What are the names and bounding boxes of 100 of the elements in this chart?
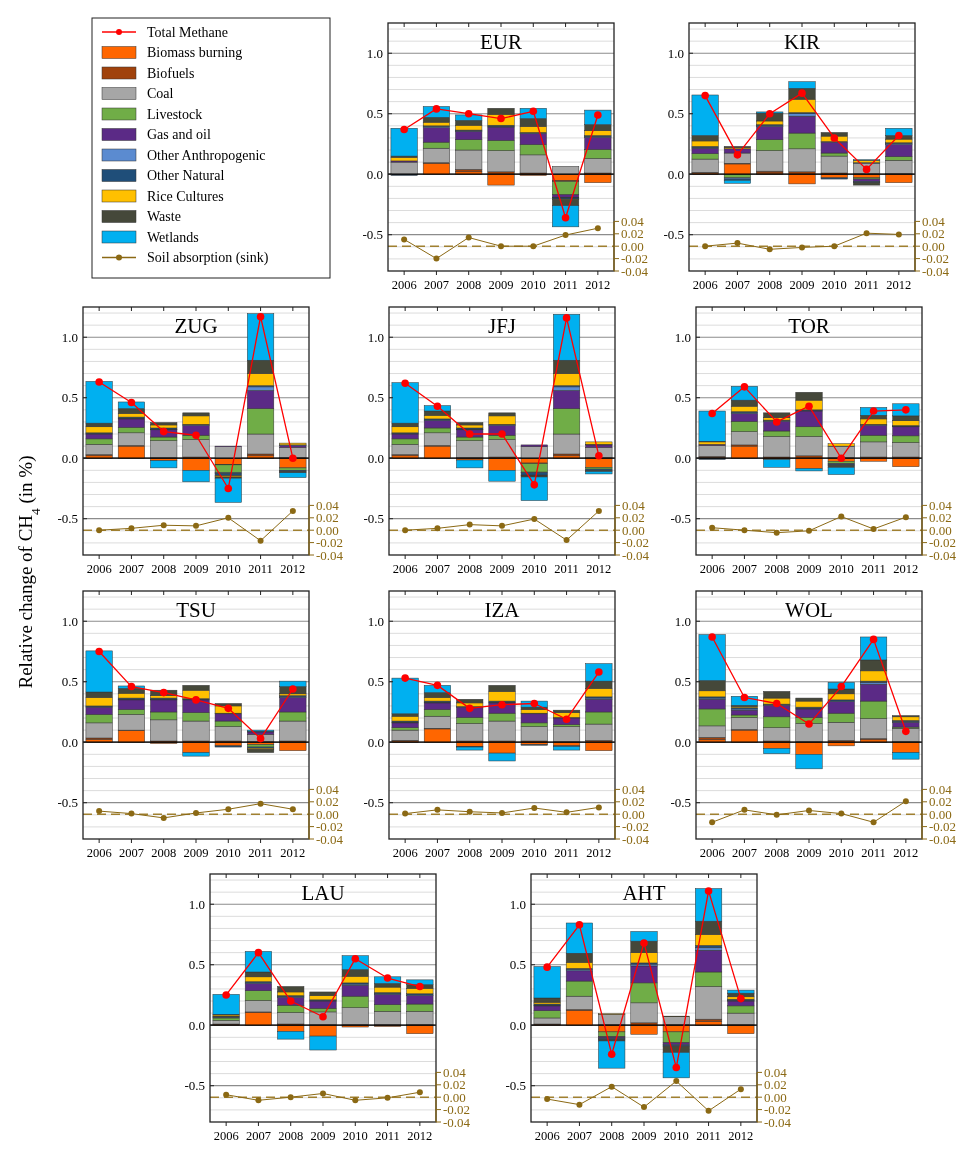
x-tick-label: 2010	[663, 1129, 689, 1143]
y-tick-label: 0.5	[674, 674, 691, 690]
y-tick-label: 1.0	[366, 45, 383, 61]
x-tick-label: 2009	[796, 562, 822, 576]
x-tick-label: 2006	[699, 846, 725, 860]
x-tick-label: 2006	[86, 846, 112, 860]
y2-tick-label: 0.04	[922, 213, 946, 229]
legend-label: Total Methane	[147, 24, 229, 40]
x-tick-label: 2008	[457, 562, 483, 576]
x-tick-label: 2012	[586, 846, 612, 860]
y-tick-label: -0.5	[57, 795, 78, 811]
y-tick-label: -0.5	[670, 795, 691, 811]
x-tick-label: 2007	[731, 562, 757, 576]
y-tick-label: 1.0	[674, 329, 691, 345]
y-tick-label: 0.5	[674, 390, 691, 406]
x-tick-label: 2008	[757, 278, 783, 292]
y-tick-label: 1.0	[61, 613, 78, 629]
y-tick-label: 0.5	[366, 106, 383, 122]
y-tick-label: -0.5	[670, 511, 691, 527]
x-tick-label: 2009	[310, 1129, 336, 1143]
x-tick-label: 2010	[521, 846, 547, 860]
y-tick-label: 1.0	[509, 896, 526, 912]
x-tick-label: 2007	[423, 278, 449, 292]
chart-title: ZUG	[174, 314, 218, 338]
x-tick-label: 2011	[861, 846, 886, 860]
y-tick-label: 0.0	[61, 734, 78, 750]
chart-title: TOR	[788, 314, 830, 338]
legend-label: Rice Cultures	[147, 188, 224, 204]
x-tick-label: 2006	[692, 278, 718, 292]
x-tick-label: 2007	[731, 846, 757, 860]
y2-tick-label: 0.04	[764, 1064, 788, 1080]
y-tick-label: 0.0	[667, 166, 684, 182]
x-tick-label: 2012	[586, 562, 612, 576]
x-tick-label: 2011	[248, 846, 273, 860]
x-tick-label: 2012	[893, 562, 919, 576]
y2-tick-label: 0.04	[622, 497, 646, 513]
y-tick-label: 1.0	[667, 45, 684, 61]
y2-tick-label: 0.04	[316, 497, 340, 513]
x-tick-label: 2011	[248, 562, 273, 576]
x-tick-label: 2012	[407, 1129, 433, 1143]
chart-title: JFJ	[487, 314, 517, 338]
x-tick-label: 2009	[489, 562, 515, 576]
x-tick-label: 2010	[342, 1129, 368, 1143]
chart-title: LAU	[301, 881, 345, 905]
y-tick-label: -0.5	[663, 227, 684, 243]
y2-tick-label: 0.04	[929, 781, 953, 797]
legend-label: Coal	[147, 86, 174, 102]
x-tick-label: 2008	[599, 1129, 625, 1143]
x-tick-label: 2011	[861, 562, 886, 576]
x-tick-label: 2011	[554, 846, 579, 860]
legend-label: Wetlands	[147, 229, 199, 245]
x-tick-label: 2007	[245, 1129, 271, 1143]
x-tick-label: 2007	[424, 846, 450, 860]
legend-label: Other Anthropogenic	[147, 147, 266, 163]
legend-label: Waste	[147, 209, 181, 225]
x-tick-label: 2009	[488, 278, 514, 292]
x-tick-label: 2010	[215, 562, 241, 576]
x-tick-label: 2009	[631, 1129, 657, 1143]
y-tick-label: 0.0	[366, 166, 383, 182]
y-tick-label: 1.0	[188, 896, 205, 912]
x-tick-label: 2010	[821, 278, 847, 292]
y2-tick-label: 0.04	[621, 213, 645, 229]
y-tick-label: -0.5	[363, 511, 384, 527]
x-tick-label: 2011	[375, 1129, 400, 1143]
x-tick-label: 2009	[489, 846, 515, 860]
chart-title: IZA	[484, 598, 521, 622]
y-tick-label: 0.5	[367, 674, 384, 690]
x-tick-label: 2011	[553, 278, 578, 292]
x-tick-label: 2008	[151, 562, 177, 576]
x-tick-label: 2006	[391, 278, 417, 292]
y-tick-label: 1.0	[61, 329, 78, 345]
y-tick-label: 1.0	[674, 613, 691, 629]
x-tick-label: 2008	[764, 846, 790, 860]
x-tick-label: 2009	[796, 846, 822, 860]
x-tick-label: 2006	[392, 562, 418, 576]
x-tick-label: 2007	[424, 562, 450, 576]
x-tick-label: 2012	[585, 278, 611, 292]
x-tick-label: 2007	[724, 278, 750, 292]
x-tick-label: 2010	[520, 278, 546, 292]
x-tick-label: 2012	[886, 278, 912, 292]
y2-tick-label: 0.04	[622, 781, 646, 797]
x-tick-label: 2010	[215, 846, 241, 860]
y-tick-label: 0.0	[674, 734, 691, 750]
y-tick-label: 0.5	[61, 390, 78, 406]
y2-tick-label: 0.04	[929, 497, 953, 513]
y-tick-label: 0.0	[367, 450, 384, 466]
x-tick-label: 2011	[554, 562, 579, 576]
x-tick-label: 2008	[278, 1129, 304, 1143]
y2-tick-label: 0.04	[316, 781, 340, 797]
y-tick-label: 0.5	[61, 674, 78, 690]
legend-label: Other Natural	[147, 168, 225, 184]
x-tick-label: 2010	[828, 562, 854, 576]
x-tick-label: 2007	[566, 1129, 592, 1143]
y-tick-label: 0.0	[367, 734, 384, 750]
x-tick-label: 2008	[457, 846, 483, 860]
y-tick-label: 0.0	[188, 1017, 205, 1033]
x-tick-label: 2009	[789, 278, 815, 292]
x-tick-label: 2009	[183, 846, 209, 860]
legend-label: Biofuels	[147, 65, 195, 81]
chart-title: TSU	[176, 598, 216, 622]
